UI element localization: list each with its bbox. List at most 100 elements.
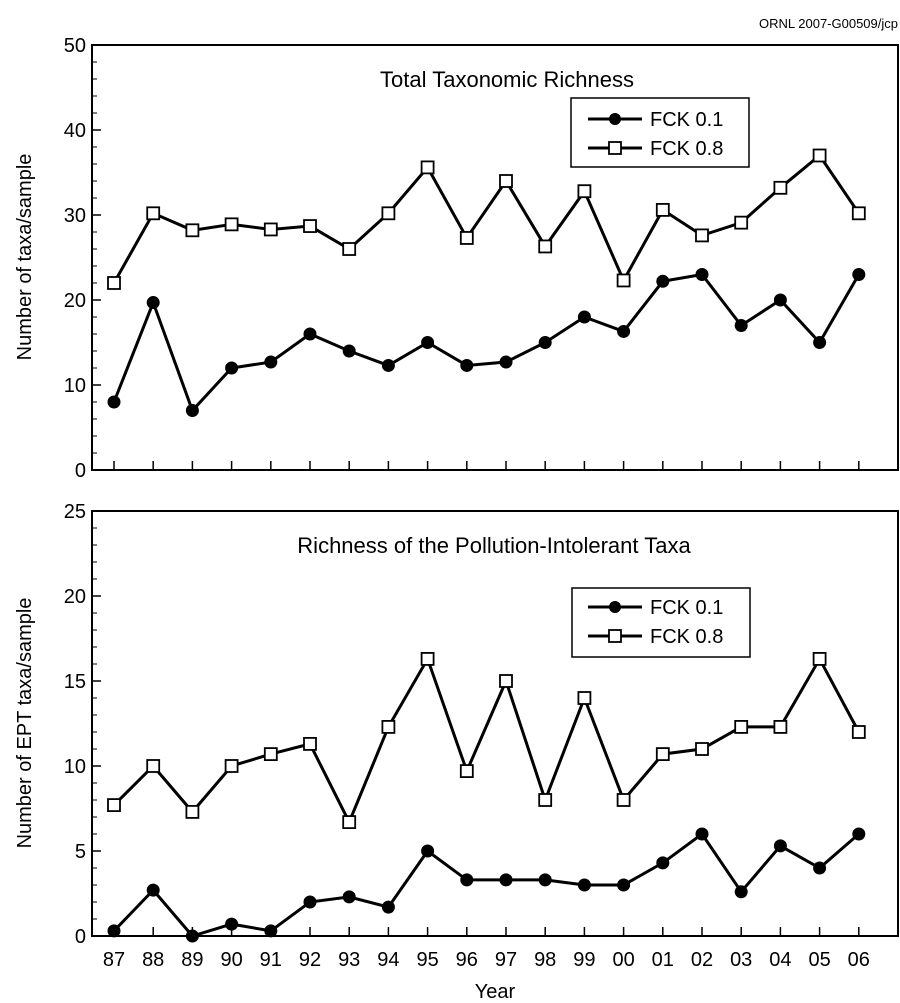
legend-label-fck-0-8: FCK 0.8 <box>650 626 723 648</box>
series-fck-0-8-point <box>577 184 592 199</box>
x-axis-label: Year <box>475 981 516 1003</box>
series-fck-0-8-point <box>734 215 749 230</box>
y-tick-label: 5 <box>75 841 86 863</box>
y-tick-label: 0 <box>75 460 86 482</box>
x-tick-label: 98 <box>534 949 556 971</box>
plot-frame <box>91 510 899 937</box>
plot-frame <box>91 44 899 471</box>
series-fck-0-1-point <box>303 327 317 341</box>
series-fck-0-8-point <box>773 720 788 734</box>
series-fck-0-8-point <box>538 793 553 807</box>
figure-credit: ORNL 2007-G00509/jcp <box>759 16 898 31</box>
series-fck-0-8-point <box>381 720 396 734</box>
series-fck-0-1-point <box>656 274 670 288</box>
x-tick-label: 90 <box>220 949 242 971</box>
series-fck-0-1-point <box>264 355 278 369</box>
series-fck-0-1-point <box>107 395 121 409</box>
series-fck-0-1-point <box>381 900 395 914</box>
y-tick-label: 30 <box>64 205 86 227</box>
chart-ept-richness: Richness of the Pollution-Intolerant Tax… <box>14 501 899 1003</box>
series-fck-0-1-point <box>342 890 356 904</box>
series-fck-0-8-point <box>616 273 631 288</box>
series-fck-0-1-point <box>617 324 631 338</box>
series-fck-0-8-point <box>851 206 866 221</box>
series-fck-0-8-point <box>655 202 670 217</box>
x-tick-label: 00 <box>612 949 634 971</box>
x-tick-label: 02 <box>691 949 713 971</box>
data-marks <box>107 652 866 943</box>
series-fck-0-1-point <box>342 344 356 358</box>
x-tick-label: 94 <box>377 949 399 971</box>
series-fck-0-8-point <box>381 206 396 221</box>
series-fck-0-8-point <box>577 691 592 705</box>
series-fck-0-1-point <box>421 844 435 858</box>
x-tick-label: 06 <box>848 949 870 971</box>
series-fck-0-1-point <box>185 929 199 943</box>
x-tick-label: 03 <box>730 949 752 971</box>
legend-marker-fck-0-1 <box>609 601 621 613</box>
x-tick-label: 91 <box>260 949 282 971</box>
series-fck-0-8-point <box>616 793 631 807</box>
legend: FCK 0.1 FCK 0.8 <box>571 587 751 658</box>
series-fck-0-8-point <box>812 148 827 163</box>
series-fck-0-1-point <box>460 358 474 372</box>
series-fck-0-8-point <box>655 747 670 761</box>
series-fck-0-8-point <box>146 206 161 221</box>
series-fck-0-8-point <box>263 222 278 237</box>
legend-label-fck-0-8: FCK 0.8 <box>650 138 723 160</box>
y-tick-label: 15 <box>64 671 86 693</box>
series-fck-0-1-point <box>460 873 474 887</box>
series-fck-0-1-point <box>852 268 866 281</box>
series-fck-0-1-point <box>577 310 591 324</box>
series-fck-0-8-point <box>420 160 435 175</box>
series-fck-0-8-point <box>420 652 435 666</box>
legend-box <box>570 97 750 168</box>
axis-ticks: 0 10 20 30 40 50 <box>64 35 860 482</box>
legend: FCK 0.1 FCK 0.8 <box>570 97 750 168</box>
series-fck-0-1-point <box>107 924 121 938</box>
series-fck-0-8-point <box>185 805 200 819</box>
y-axis-label: Number of EPT taxa/sample <box>14 598 36 849</box>
series-fck-0-1-point <box>303 895 317 909</box>
x-tick-label: 88 <box>142 949 164 971</box>
series-fck-0-1-point <box>225 361 239 375</box>
series-fck-0-1-point <box>264 924 278 938</box>
legend-marker-fck-0-8 <box>608 629 622 643</box>
series-fck-0-1-point <box>813 336 827 349</box>
x-tick-label: 04 <box>769 949 791 971</box>
series-fck-0-1-point <box>225 917 239 931</box>
series-fck-0-8-point <box>459 231 474 245</box>
series-fck-0-8-point <box>773 180 788 195</box>
series-fck-0-8-point <box>224 217 239 232</box>
series-fck-0-1-point <box>185 404 199 417</box>
series-fck-0-1-point <box>734 885 748 899</box>
series-fck-0-1-point <box>656 856 670 870</box>
series-fck-0-1-point <box>813 861 827 875</box>
chart-total-taxonomic-richness: Total Taxonomic Richness Number of taxa/… <box>14 35 899 482</box>
series-fck-0-1-point <box>499 355 513 369</box>
y-tick-label: 40 <box>64 120 86 142</box>
chart-title: Richness of the Pollution-Intolerant Tax… <box>297 533 691 558</box>
series-fck-0-8-point <box>538 239 553 254</box>
series-fck-0-1-point <box>773 839 787 853</box>
y-tick-label: 20 <box>64 290 86 312</box>
series-fck-0-1-point <box>695 827 709 841</box>
series-fck-0-8-point <box>499 174 513 188</box>
series-fck-0-8-point <box>459 764 474 778</box>
series-fck-0-8-line <box>112 655 861 826</box>
y-axis-label: Number of taxa/sample <box>14 154 36 361</box>
series-fck-0-1-point <box>146 296 160 310</box>
series-fck-0-8-point <box>263 747 278 761</box>
series-fck-0-1-point <box>695 268 709 281</box>
x-tick-label: 87 <box>103 949 125 971</box>
series-fck-0-8-point <box>499 674 513 688</box>
series-fck-0-8-point <box>303 219 317 233</box>
series-fck-0-8-point <box>695 228 709 243</box>
x-tick-label: 95 <box>416 949 438 971</box>
series-fck-0-8-point <box>107 276 121 290</box>
series-fck-0-1-point <box>146 883 160 897</box>
series-fck-0-1-point <box>381 358 395 372</box>
series-fck-0-8-point <box>342 815 357 829</box>
